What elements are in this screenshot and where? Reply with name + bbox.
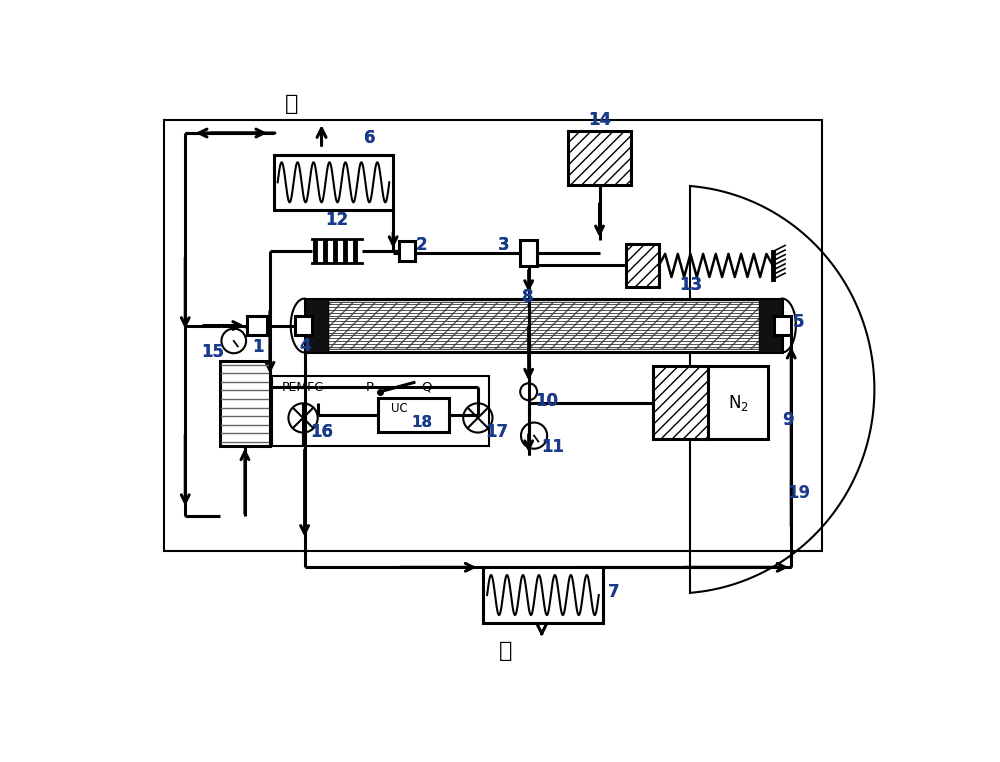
Text: 热: 热 [285,94,299,114]
Bar [274,155,393,210]
Text: 7: 7 [608,583,620,601]
Text: 2: 2 [416,235,427,254]
Text: PEMFC: PEMFC [282,381,324,394]
Text: 5: 5 [793,313,805,331]
Text: N$_2$: N$_2$ [728,392,749,412]
Text: 16: 16 [310,423,333,440]
Text: 17: 17 [486,423,509,440]
Text: 9: 9 [782,411,794,429]
Text: 5: 5 [793,313,805,331]
Text: 12: 12 [325,211,349,229]
Text: P: P [366,381,374,394]
Bar [272,376,489,446]
Bar [708,367,768,440]
Text: 15: 15 [201,343,224,360]
Text: 4: 4 [299,337,310,354]
Bar [653,367,708,440]
Bar [759,299,782,353]
Text: UC: UC [391,402,408,415]
Text: 12: 12 [325,211,349,229]
Text: 18: 18 [411,415,432,430]
Text: 16: 16 [310,423,333,440]
Text: 1: 1 [253,338,264,356]
Text: 13: 13 [680,277,703,294]
Text: 2: 2 [416,236,427,255]
Text: 9: 9 [782,411,794,429]
Text: 7: 7 [608,583,620,601]
Text: 3: 3 [497,236,509,255]
Text: 17: 17 [486,423,509,440]
Text: 热: 热 [499,641,512,661]
Text: 13: 13 [680,277,703,294]
Text: 6: 6 [364,129,376,146]
Bar [483,567,603,623]
Text: 3: 3 [497,236,509,255]
Bar [164,120,822,551]
Bar [520,240,537,266]
Text: 6: 6 [364,129,376,146]
Bar [378,398,449,432]
Text: 15: 15 [201,343,224,360]
Text: Q: Q [421,381,432,394]
Bar [568,132,631,185]
Bar [305,299,782,353]
Bar [295,316,312,335]
Bar [247,316,267,335]
Text: 14: 14 [588,111,611,129]
Bar [220,361,270,446]
Text: 14: 14 [588,111,611,129]
Text: 8: 8 [522,288,534,306]
Text: 19: 19 [787,485,811,502]
Text: 8: 8 [522,288,534,306]
Text: 10: 10 [536,392,559,410]
Bar [308,302,778,350]
Text: 4: 4 [299,337,310,354]
Text: 1: 1 [253,338,264,356]
Bar [774,316,791,335]
Text: 10: 10 [536,392,559,410]
Text: 18: 18 [411,415,432,430]
Text: 11: 11 [541,438,564,456]
Bar [399,241,415,261]
Text: 11: 11 [541,438,564,456]
Bar [626,244,659,287]
Bar [305,299,328,353]
